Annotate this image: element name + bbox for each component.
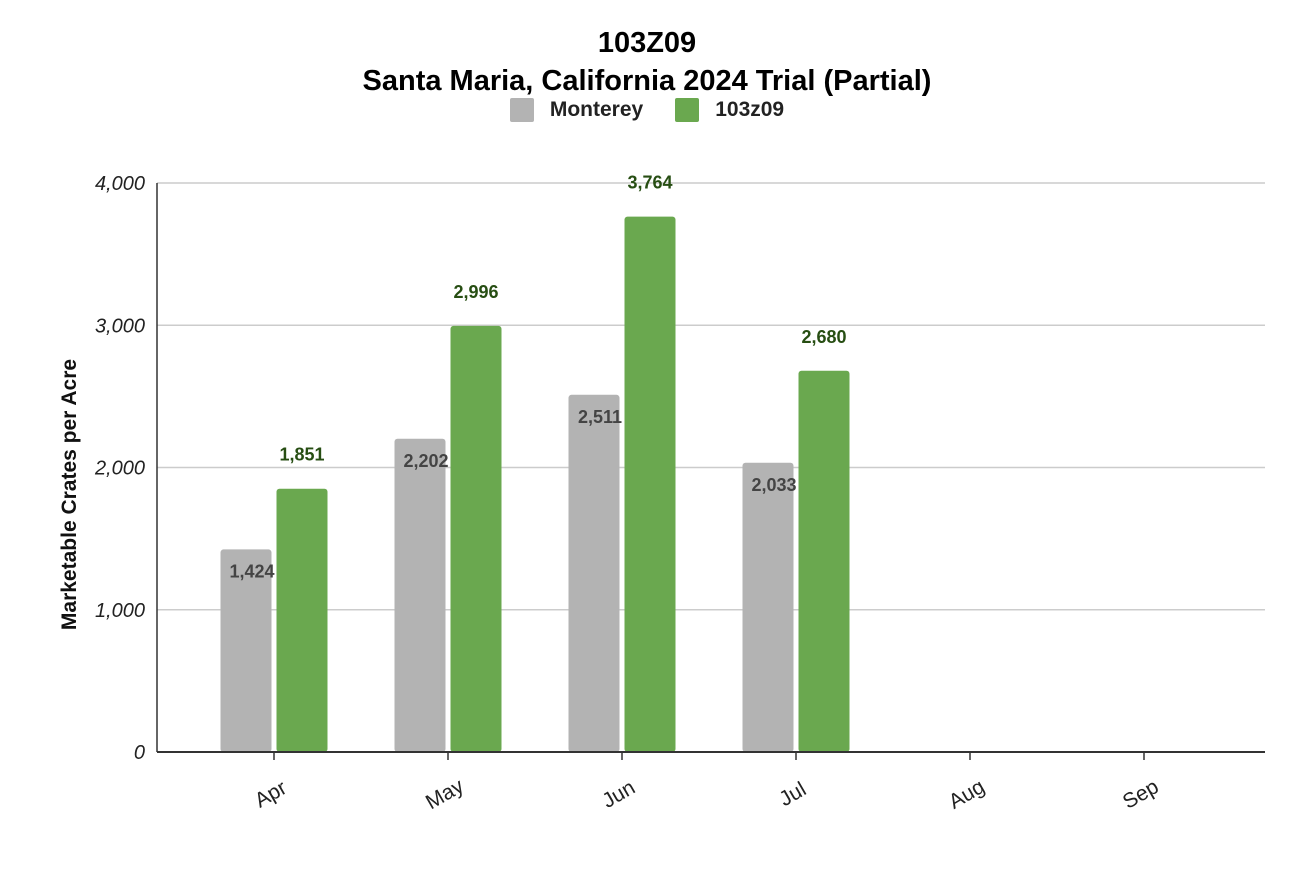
- x-tick-label: Jun: [598, 776, 639, 813]
- x-tick-label: Sep: [1119, 775, 1163, 814]
- bar-monterey-jul: [742, 462, 794, 752]
- legend-swatch-103z09: [675, 98, 700, 122]
- legend-swatch-monterey: [509, 98, 534, 122]
- data-label: 1,851: [279, 445, 324, 465]
- data-label: 3,764: [627, 173, 672, 193]
- bar-103z09-may: [450, 325, 502, 752]
- bar-103z09-jul: [798, 370, 850, 752]
- y-axis-label: Marketable Crates per Acre: [58, 359, 81, 630]
- bar-monterey-apr: [220, 549, 272, 752]
- legend-label-103z09: 103z09: [715, 98, 785, 121]
- data-label: 2,033: [751, 475, 796, 495]
- x-tick-label: Jul: [775, 778, 810, 811]
- y-tick-label: 1,000: [95, 600, 145, 622]
- data-label: 2,996: [453, 282, 498, 302]
- data-label: 2,202: [403, 451, 448, 471]
- legend: Monterey 103z09: [0, 98, 1294, 122]
- legend-item-monterey: Monterey: [509, 98, 644, 122]
- y-tick-label: 0: [134, 742, 145, 764]
- x-tick-label: Apr: [251, 776, 291, 812]
- data-label: 2,680: [801, 327, 846, 347]
- legend-item-103z09: 103z09: [675, 98, 784, 122]
- chart-subtitle: Santa Maria, California 2024 Trial (Part…: [362, 65, 932, 97]
- bar-monterey-jun: [568, 394, 620, 752]
- data-label: 1,424: [229, 561, 274, 581]
- bar-103z09-jun: [624, 216, 676, 753]
- data-label: 2,511: [578, 407, 622, 427]
- y-tick-label: 4,000: [95, 173, 145, 195]
- x-tick-label: Aug: [945, 775, 989, 814]
- y-tick-label: 2,000: [94, 458, 145, 480]
- bar-103z09-apr: [276, 488, 328, 752]
- chart-title: 103Z09: [597, 27, 697, 59]
- y-tick-label: 3,000: [95, 315, 145, 337]
- bar-monterey-may: [394, 438, 446, 752]
- legend-label-monterey: Monterey: [549, 98, 644, 121]
- x-tick-label: May: [422, 774, 468, 814]
